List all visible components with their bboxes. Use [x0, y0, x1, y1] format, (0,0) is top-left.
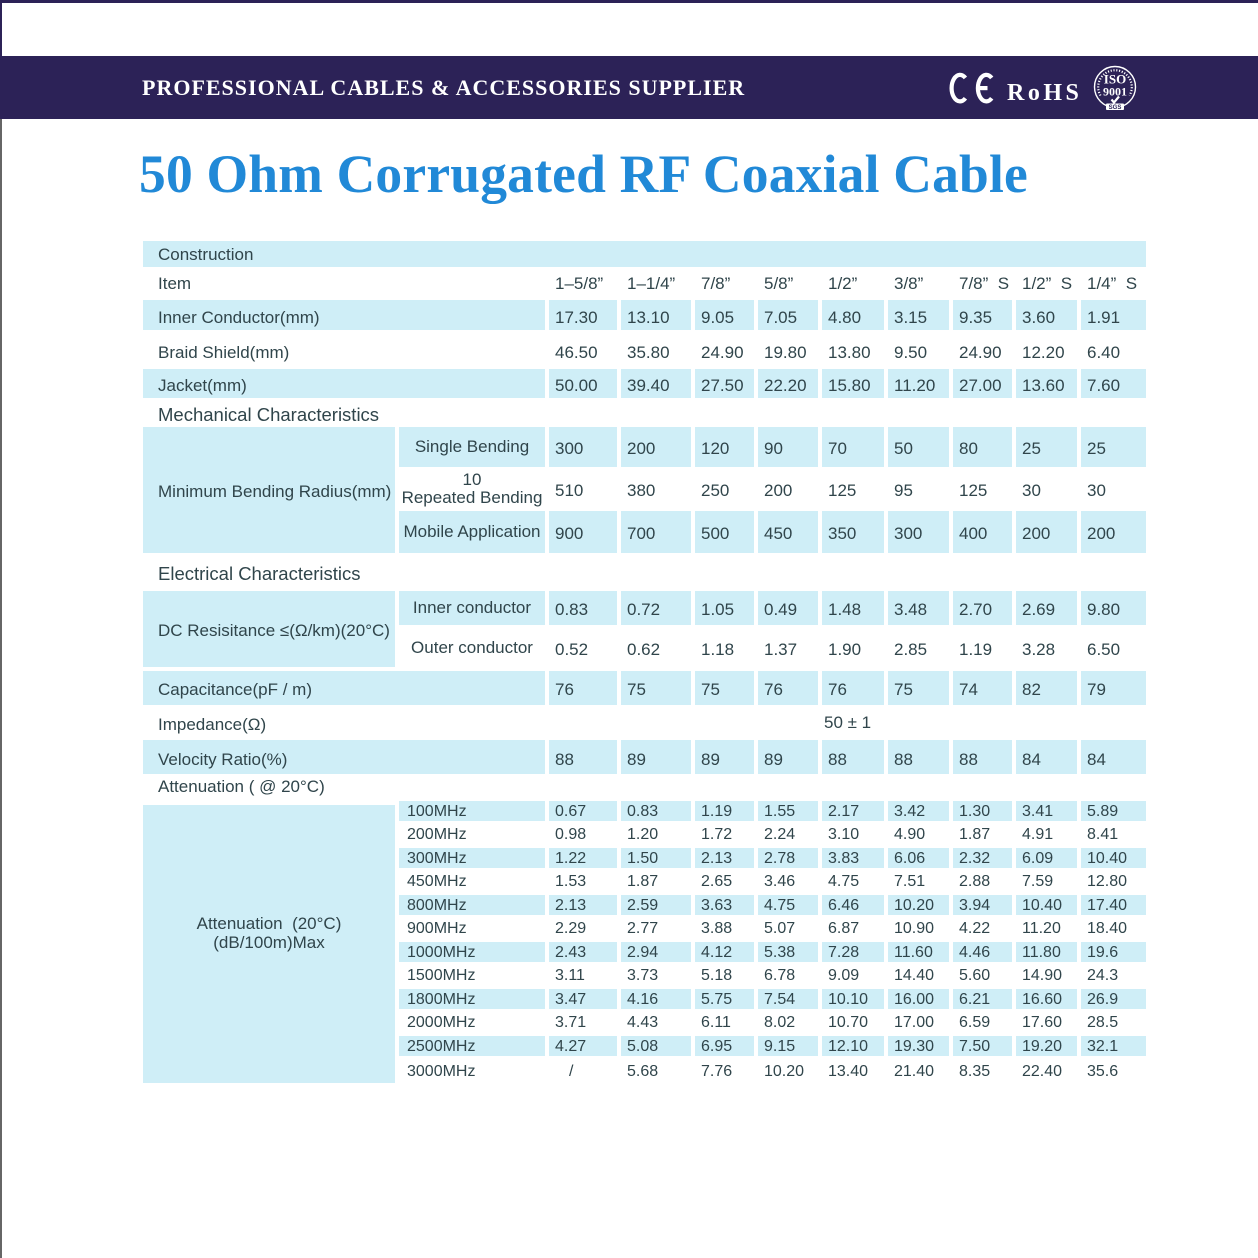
svg-text:9001: 9001	[1103, 85, 1127, 99]
svg-text:ISO: ISO	[1104, 72, 1126, 87]
svg-text:SGS: SGS	[1109, 105, 1122, 111]
